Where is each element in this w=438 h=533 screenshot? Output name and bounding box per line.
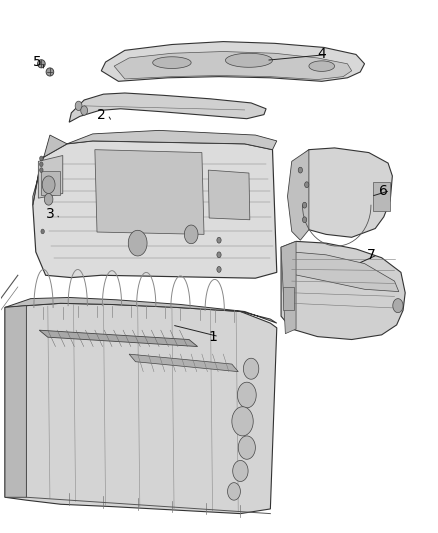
Polygon shape: [184, 225, 198, 244]
Text: 3: 3: [46, 207, 54, 221]
Text: 6: 6: [379, 183, 388, 198]
Polygon shape: [304, 182, 309, 188]
Polygon shape: [153, 57, 191, 68]
Polygon shape: [292, 148, 392, 237]
Polygon shape: [217, 252, 221, 258]
Polygon shape: [232, 407, 253, 436]
Polygon shape: [5, 297, 277, 323]
Polygon shape: [101, 42, 364, 82]
Polygon shape: [44, 193, 53, 205]
Polygon shape: [5, 305, 26, 497]
Polygon shape: [217, 237, 221, 243]
Polygon shape: [41, 229, 44, 234]
Polygon shape: [287, 150, 309, 240]
Polygon shape: [217, 266, 221, 272]
Polygon shape: [233, 461, 248, 481]
Polygon shape: [281, 241, 405, 340]
Bar: [40, 171, 60, 195]
Polygon shape: [39, 156, 63, 198]
Polygon shape: [38, 60, 45, 68]
Polygon shape: [46, 68, 54, 76]
Bar: [283, 287, 294, 310]
Polygon shape: [129, 354, 238, 372]
Polygon shape: [244, 358, 259, 379]
Polygon shape: [128, 230, 147, 256]
Polygon shape: [292, 252, 399, 292]
Polygon shape: [33, 141, 277, 278]
Polygon shape: [281, 241, 296, 334]
Text: 1: 1: [208, 329, 217, 344]
Polygon shape: [33, 135, 67, 205]
Polygon shape: [40, 162, 43, 167]
Text: 7: 7: [367, 248, 375, 262]
Polygon shape: [226, 53, 272, 67]
Polygon shape: [393, 298, 403, 313]
Text: 5: 5: [33, 55, 42, 69]
Polygon shape: [303, 217, 307, 223]
Circle shape: [75, 101, 82, 110]
Polygon shape: [40, 168, 43, 173]
Polygon shape: [228, 483, 240, 500]
Polygon shape: [298, 167, 303, 173]
Bar: [373, 182, 390, 211]
Text: 2: 2: [97, 108, 106, 122]
Polygon shape: [67, 131, 277, 150]
Text: 4: 4: [318, 47, 326, 61]
Polygon shape: [69, 93, 266, 122]
Polygon shape: [5, 303, 277, 514]
Polygon shape: [39, 330, 198, 346]
Circle shape: [81, 106, 88, 115]
Polygon shape: [309, 61, 335, 71]
Polygon shape: [208, 170, 250, 220]
Polygon shape: [40, 156, 43, 161]
Polygon shape: [95, 150, 204, 235]
Polygon shape: [237, 382, 256, 408]
Polygon shape: [114, 52, 352, 79]
Polygon shape: [303, 202, 307, 208]
Polygon shape: [42, 176, 55, 193]
Polygon shape: [238, 436, 255, 459]
